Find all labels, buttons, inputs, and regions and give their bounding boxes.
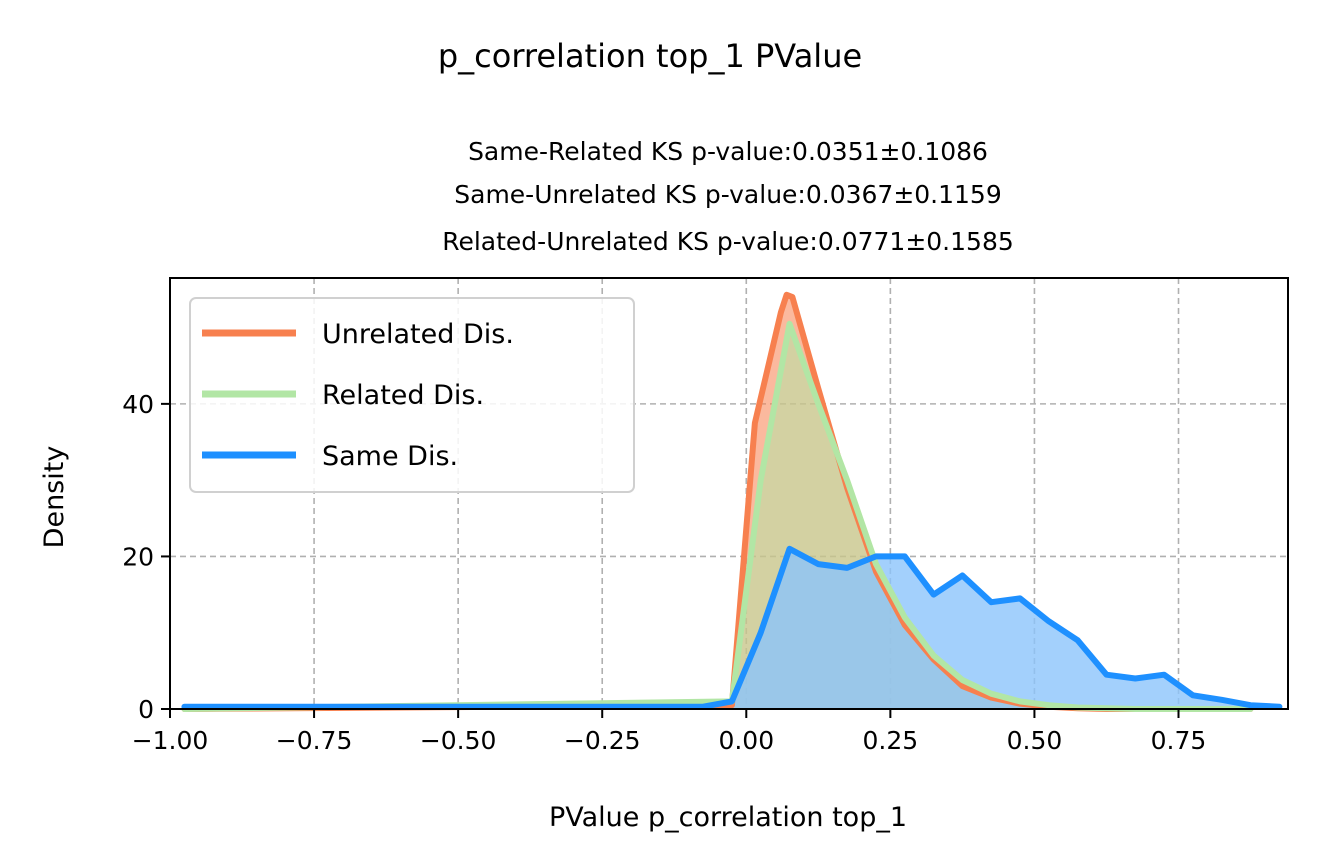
line-same-dis <box>181 545 1283 710</box>
x-tick-label: −1.00 <box>132 726 209 755</box>
x-tick-label: 0.00 <box>718 726 774 755</box>
x-tick-label: −0.25 <box>564 726 641 755</box>
legend-box <box>189 297 635 493</box>
chart-subtitle-line-2: Same-Unrelated KS p-value:0.0367±0.1159 <box>454 180 1002 209</box>
y-tick-label: 0 <box>138 695 154 724</box>
x-axis: −1.00 −0.75 −0.50 −0.25 0.00 0.25 0.50 0.75 <box>132 709 1207 755</box>
y-axis-label: Density <box>39 446 70 549</box>
legend-label-related: Related Dis. <box>322 380 484 411</box>
x-axis-label: PValue p_correlation top_1 <box>549 802 907 833</box>
x-tick-label: 0.75 <box>1151 726 1207 755</box>
legend-label-unrelated: Unrelated Dis. <box>322 319 514 350</box>
x-tick-label: 0.25 <box>863 726 919 755</box>
chart-subtitle-line-1: Same-Related KS p-value:0.0351±0.1086 <box>468 137 988 166</box>
chart-title: p_correlation top_1 PValue <box>438 37 862 75</box>
y-tick-label: 20 <box>122 542 154 571</box>
x-tick-label: −0.75 <box>276 726 353 755</box>
legend: Unrelated Dis. Related Dis. Same Dis. <box>189 297 635 493</box>
chart-subtitle-line-3: Related-Unrelated KS p-value:0.0771±0.15… <box>442 227 1014 256</box>
x-tick-label: 0.50 <box>1007 726 1063 755</box>
y-tick-label: 40 <box>122 390 154 419</box>
area-same-dis <box>184 548 1280 709</box>
plot-frame <box>169 277 1289 710</box>
series-areas <box>184 294 1280 709</box>
y-axis: 0 20 40 <box>122 390 170 724</box>
legend-label-same: Same Dis. <box>322 441 458 472</box>
x-tick-label: −0.50 <box>420 726 497 755</box>
